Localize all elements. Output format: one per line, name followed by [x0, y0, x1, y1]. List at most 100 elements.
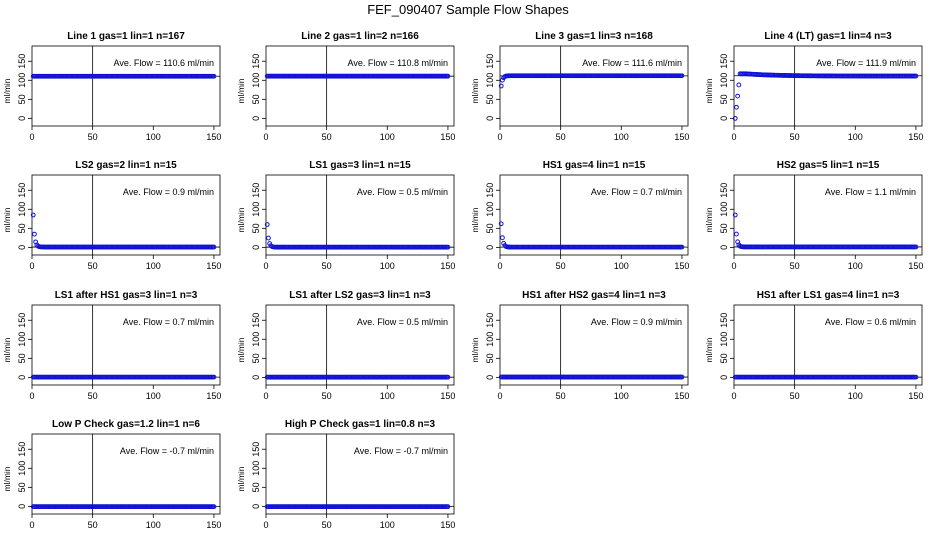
x-tick-label: 0: [263, 520, 268, 530]
y-axis-label: ml/min: [236, 207, 246, 232]
y-axis-label: ml/min: [2, 466, 12, 491]
data-point: [736, 82, 742, 88]
plot-frame: [733, 45, 923, 127]
data-point: [679, 73, 685, 79]
data-points: [732, 212, 919, 250]
y-axis-label: ml/min: [2, 337, 12, 362]
y-tick-label: 100: [17, 73, 27, 88]
plot-frame: [265, 304, 455, 386]
x-tick-label: 100: [146, 261, 161, 271]
x-tick-label: 150: [908, 391, 923, 401]
y-tick-label: 150: [251, 183, 261, 198]
y-tick-label: 100: [251, 332, 261, 347]
data-point: [266, 235, 271, 241]
x-tick-label: 50: [322, 132, 332, 142]
panel-title: Line 4 (LT) gas=1 lin=4 n=3: [764, 31, 892, 42]
x-tick-label: 50: [88, 132, 98, 142]
panel-title: Line 1 gas=1 lin=1 n=167: [67, 31, 185, 42]
plot-frame: [31, 174, 221, 256]
data-point: [32, 231, 37, 237]
y-tick-label: 150: [251, 442, 261, 457]
panel-14: High P Check gas=1 lin=0.8 n=3 0 50 100 150 0…: [236, 419, 455, 530]
y-tick-label: 50: [251, 353, 261, 363]
y-tick-label: 0: [485, 245, 495, 250]
y-tick-label: 0: [719, 375, 729, 380]
data-point: [732, 212, 738, 218]
data-points: [30, 504, 217, 510]
panel-5: LS2 gas=2 lin=1 n=15 0 50 100 150 0 50 100 150 ml…: [2, 160, 221, 271]
data-point: [498, 221, 504, 227]
y-tick-label: 50: [719, 94, 729, 104]
y-tick-label: 50: [485, 94, 495, 104]
panel-11: HS1 after HS2 gas=4 lin=1 n=3 0 50 100 150 0 5…: [470, 290, 689, 401]
panel-4: Line 4 (LT) gas=1 lin=4 n=3 0 50 100 150 0 50 1…: [704, 31, 923, 142]
y-axis-label: ml/min: [470, 78, 480, 103]
panel-title: LS1 gas=3 lin=1 n=15: [309, 160, 411, 171]
x-tick-label: 0: [731, 261, 736, 271]
x-tick-label: 50: [88, 520, 98, 530]
y-tick-label: 0: [719, 245, 729, 250]
y-tick-label: 50: [17, 353, 27, 363]
data-point: [445, 244, 451, 250]
data-point: [211, 504, 217, 510]
x-tick-label: 100: [146, 132, 161, 142]
plot-frame: [265, 45, 455, 127]
plot-frame: [499, 45, 689, 127]
x-tick-label: 150: [440, 391, 455, 401]
average-annotation: Ave. Flow = 110.6 ml/min: [114, 58, 214, 68]
average-annotation: Ave. Flow = 0.5 ml/min: [357, 317, 448, 327]
panel-7: HS1 gas=4 lin=1 n=15 0 50 100 150 0 50 100 150 ml…: [470, 160, 689, 271]
plot-frame: [31, 45, 221, 127]
average-annotation: Ave. Flow = 110.8 ml/min: [348, 58, 448, 68]
plot-frame: [499, 304, 689, 386]
y-axis-label: ml/min: [236, 337, 246, 362]
y-tick-label: 150: [17, 54, 27, 69]
data-points: [30, 374, 217, 380]
average-annotation: Ave. Flow = 0.9 ml/min: [123, 187, 214, 197]
plot-frame: [733, 174, 923, 256]
panel-10: LS1 after LS2 gas=3 lin=1 n=3 0 50 100 150 0 5…: [236, 290, 455, 401]
plot-frame: [265, 433, 455, 515]
average-annotation: Ave. Flow = -0.7 ml/min: [354, 446, 448, 456]
y-tick-label: 0: [251, 375, 261, 380]
panel-title: LS1 after LS2 gas=3 lin=1 n=3: [289, 290, 431, 301]
data-point: [211, 374, 217, 380]
data-point: [445, 504, 451, 510]
y-tick-label: 100: [719, 202, 729, 217]
data-point: [211, 244, 217, 250]
data-points: [498, 221, 685, 250]
y-axis-label: ml/min: [470, 207, 480, 232]
y-tick-label: 100: [17, 461, 27, 476]
y-axis-label: ml/min: [2, 78, 12, 103]
y-tick-label: 0: [719, 116, 729, 121]
panel-6: LS1 gas=3 lin=1 n=15 0 50 100 150 0 50 100 150 ml…: [236, 160, 455, 271]
x-tick-label: 0: [29, 391, 34, 401]
x-tick-label: 150: [206, 391, 221, 401]
y-tick-label: 150: [251, 313, 261, 328]
x-tick-label: 50: [556, 132, 566, 142]
data-points: [498, 374, 685, 380]
x-tick-label: 150: [206, 132, 221, 142]
average-annotation: Ave. Flow = 111.6 ml/min: [582, 58, 682, 68]
x-tick-label: 150: [908, 261, 923, 271]
data-point: [30, 212, 36, 218]
x-tick-label: 150: [440, 520, 455, 530]
x-tick-label: 100: [146, 520, 161, 530]
y-tick-label: 50: [719, 223, 729, 233]
panel-title: HS2 gas=5 lin=1 n=15: [777, 160, 880, 171]
data-point: [679, 244, 685, 250]
average-annotation: Ave. Flow = 0.7 ml/min: [591, 187, 682, 197]
panel-title: LS2 gas=2 lin=1 n=15: [75, 160, 177, 171]
data-points: [498, 73, 685, 89]
y-tick-label: 150: [17, 313, 27, 328]
y-tick-label: 50: [485, 223, 495, 233]
x-tick-label: 100: [848, 132, 863, 142]
panel-title: Line 2 gas=1 lin=2 n=166: [301, 31, 419, 42]
y-tick-label: 150: [17, 442, 27, 457]
x-tick-label: 0: [497, 261, 502, 271]
y-axis-label: ml/min: [236, 78, 246, 103]
plot-frame: [499, 174, 689, 256]
y-tick-label: 100: [485, 73, 495, 88]
data-point: [734, 104, 739, 110]
x-tick-label: 50: [556, 261, 566, 271]
